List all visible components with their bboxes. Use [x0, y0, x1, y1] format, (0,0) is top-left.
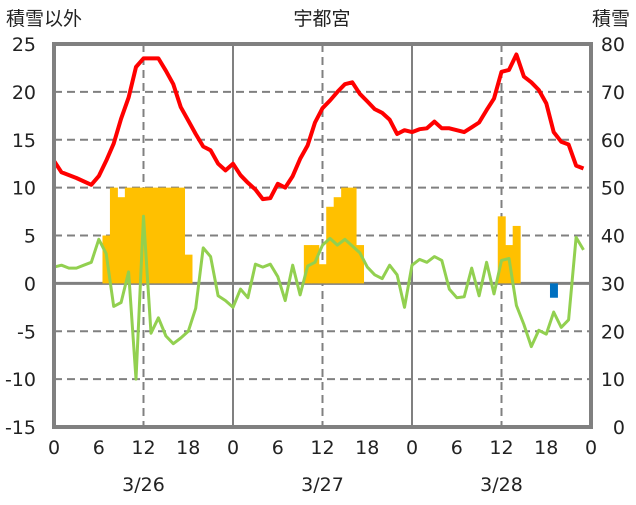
right-tick-label: 20: [601, 321, 625, 343]
left-tick-label: -10: [5, 369, 36, 391]
orange-bar: [333, 197, 342, 284]
x-tick-label: 18: [534, 437, 558, 459]
left-tick-label: 10: [12, 178, 36, 200]
right-axis-title: 積雪: [592, 8, 630, 30]
orange-bar: [497, 216, 506, 284]
x-tick-label: 0: [48, 437, 60, 459]
left-tick-label: 15: [12, 130, 36, 152]
right-tick-label: 60: [601, 130, 625, 152]
orange-bar: [356, 245, 365, 284]
x-tick-label: 6: [272, 437, 284, 459]
orange-bar: [177, 187, 186, 284]
left-tick-label: 25: [12, 34, 36, 56]
x-tick-label: 0: [227, 437, 239, 459]
right-tick-label: 10: [601, 369, 625, 391]
x-tick-label: 12: [131, 437, 155, 459]
x-tick-label: 18: [176, 437, 200, 459]
orange-bar: [132, 187, 141, 284]
x-tick-label: 12: [489, 437, 513, 459]
left-axis-title: 積雪以外: [6, 8, 82, 30]
left-tick-label: 0: [24, 273, 36, 295]
orange-bar: [147, 187, 156, 284]
orange-bar: [303, 245, 312, 284]
orange-bar: [311, 245, 320, 284]
date-label: 3/26: [122, 474, 165, 496]
left-tick-label: 20: [12, 82, 36, 104]
left-tick-label: -15: [5, 417, 36, 439]
left-tick-label: 5: [24, 226, 36, 248]
blue-bar: [549, 283, 558, 298]
green-line: [53, 214, 585, 381]
right-tick-label: 40: [601, 226, 625, 248]
plot-frame: [52, 42, 593, 429]
right-tick-label: 50: [601, 178, 625, 200]
x-tick-label: 0: [406, 437, 418, 459]
right-tick-label: 30: [601, 273, 625, 295]
orange-bar: [162, 187, 171, 284]
x-tick-label: 6: [451, 437, 463, 459]
x-tick-label: 12: [310, 437, 334, 459]
red-line: [52, 52, 585, 202]
orange-bar: [124, 187, 133, 284]
date-label: 3/28: [480, 474, 523, 496]
left-tick-label: -5: [17, 321, 36, 343]
right-tick-label: 70: [601, 82, 625, 104]
right-tick-label: 0: [613, 417, 625, 439]
right-tick-label: 80: [601, 34, 625, 56]
orange-bar: [348, 187, 357, 284]
orange-bar: [512, 225, 521, 284]
x-tick-label: 18: [355, 437, 379, 459]
orange-bar: [154, 187, 163, 284]
orange-bar: [117, 197, 126, 284]
orange-bar: [169, 187, 178, 284]
chart-title: 宇都宮: [293, 8, 350, 30]
x-tick-label: 0: [585, 437, 597, 459]
orange-bar: [326, 206, 335, 284]
orange-bar: [109, 187, 118, 284]
x-tick-label: 6: [93, 437, 105, 459]
orange-bar: [318, 264, 327, 284]
date-label: 3/27: [301, 474, 344, 496]
orange-bar: [341, 187, 350, 284]
orange-bar: [184, 254, 193, 284]
